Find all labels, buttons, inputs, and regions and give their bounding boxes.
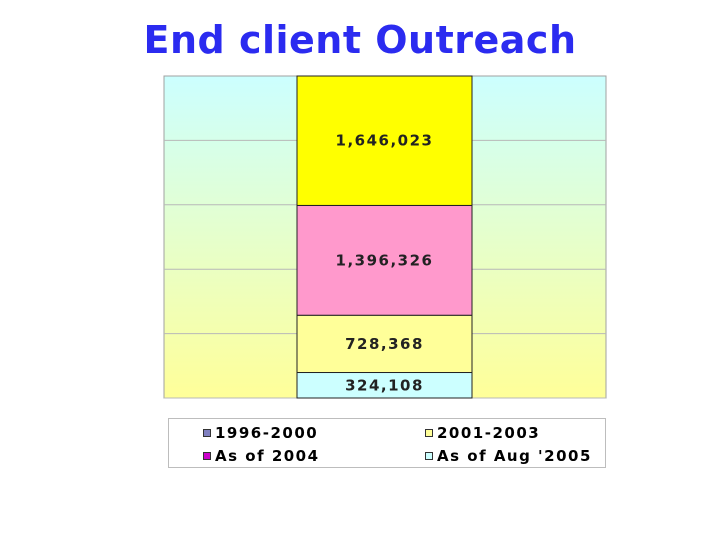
legend-label: 1996-2000 [215, 424, 319, 442]
bar-segment [296, 314, 473, 374]
legend-label: As of 2004 [215, 447, 320, 465]
legend-swatch [425, 429, 433, 437]
data-label: 1,646,023 [336, 132, 434, 150]
legend-swatch [203, 452, 211, 460]
legend-item-as-of-2004: As of 2004 [203, 447, 320, 465]
legend-swatch [203, 429, 211, 437]
data-label: 324,108 [345, 376, 424, 394]
legend-label: As of Aug '2005 [437, 447, 592, 465]
legend-label: 2001-2003 [437, 424, 541, 442]
data-label: 1,396,326 [336, 251, 434, 269]
legend-swatch [425, 452, 433, 460]
legend-item-1996-2000: 1996-2000 [203, 424, 318, 442]
bar-segment [296, 372, 473, 399]
legend: 1996-2000 2001-2003 As of 2004 As of Aug… [168, 418, 606, 468]
legend-item-as-of-aug-2005: As of Aug '2005 [425, 447, 592, 465]
bar-segments [296, 75, 473, 399]
data-labels: 324,108 728,368 1,396,326 1,646,023 [336, 132, 434, 395]
data-label: 728,368 [345, 335, 424, 353]
bar-segment [296, 204, 473, 316]
legend-item-2001-2003: 2001-2003 [425, 424, 540, 442]
bar-segment [296, 75, 473, 206]
chart-title: End client Outreach [143, 18, 577, 62]
